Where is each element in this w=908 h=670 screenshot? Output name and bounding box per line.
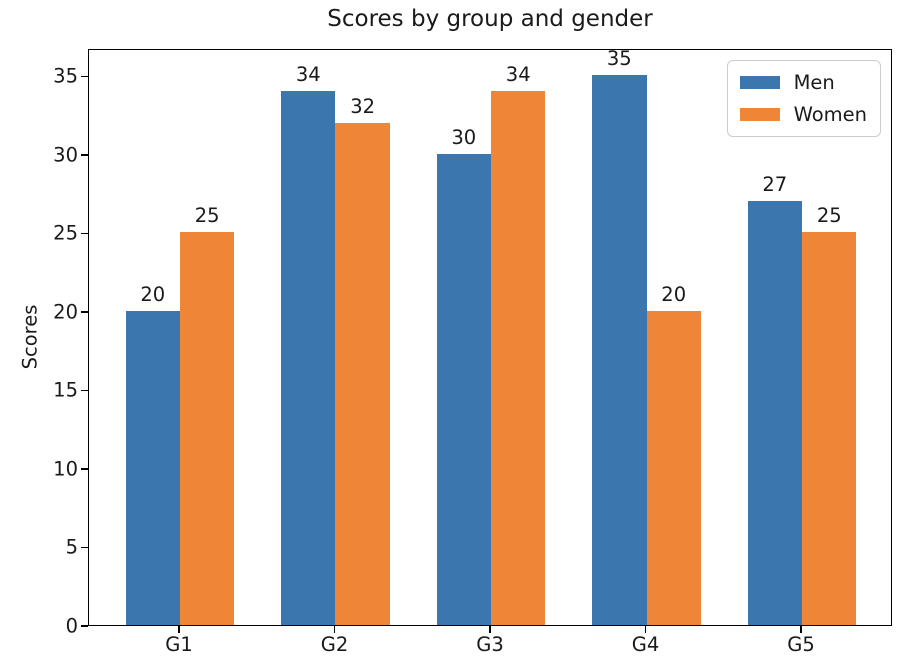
y-tick-label: 0 (65, 614, 78, 638)
bar-men-g3 (436, 153, 491, 625)
bar-value-label-women-g3: 34 (505, 63, 531, 87)
y-tick-label: 20 (53, 300, 78, 324)
x-tick-mark (489, 626, 491, 633)
legend-label-women: Women (793, 103, 867, 126)
legend: Men Women (726, 60, 881, 137)
bar-value-label-men-g2: 34 (295, 63, 321, 87)
bar-men-g5 (747, 201, 803, 625)
plot-area: Men Women 20 25 34 32 30 34 35 20 27 25 (88, 47, 892, 626)
bar-women-g4 (646, 311, 701, 625)
y-tick-mark (81, 625, 88, 627)
x-tick-label-g5: G5 (787, 633, 815, 656)
y-tick-mark (81, 389, 88, 392)
x-tick-mark (333, 626, 336, 633)
bar-value-label-women-g2: 32 (350, 94, 376, 118)
y-tick-label: 10 (53, 457, 78, 481)
x-tick-label-g1: G1 (165, 633, 193, 656)
bar-value-label-men-g5: 27 (762, 173, 788, 197)
legend-item-women: Women (739, 103, 867, 126)
y-tick-label: 5 (65, 535, 78, 559)
bar-value-label-men-g1: 20 (140, 283, 166, 306)
legend-label-men: Men (793, 71, 835, 94)
legend-swatch-women (739, 107, 780, 122)
x-tick-mark (178, 626, 180, 633)
y-tick-mark (81, 546, 88, 549)
bar-value-label-women-g5: 25 (816, 204, 842, 228)
y-tick-label: 30 (53, 143, 78, 167)
y-tick-mark (81, 232, 88, 235)
bar-women-g5 (802, 232, 857, 625)
y-tick-label: 35 (53, 64, 78, 88)
x-tick-mark (800, 626, 802, 633)
x-tick-label-g2: G2 (320, 633, 349, 656)
bar-men-g1 (125, 311, 180, 625)
bar-value-label-men-g3: 30 (451, 125, 477, 149)
bar-value-label-men-g4: 35 (606, 47, 632, 71)
bar-value-label-women-g1: 25 (194, 204, 220, 228)
legend-item-men: Men (739, 71, 867, 94)
x-tick-mark (644, 626, 647, 633)
y-tick-label: 25 (53, 221, 78, 245)
bar-women-g2 (335, 122, 390, 625)
y-tick-mark (81, 468, 88, 470)
legend-swatch-men (739, 75, 780, 90)
bar-men-g2 (281, 91, 336, 625)
bar-women-g1 (179, 232, 235, 625)
y-tick-mark (81, 75, 88, 78)
y-tick-mark (81, 154, 88, 156)
chart-title: Scores by group and gender (327, 6, 653, 32)
x-tick-label-g4: G4 (631, 633, 660, 656)
x-tick-label-g3: G3 (476, 633, 504, 656)
y-tick-label: 15 (53, 378, 78, 402)
bar-value-label-women-g4: 20 (661, 283, 687, 306)
y-tick-mark (81, 311, 88, 313)
bar-men-g4 (592, 75, 647, 625)
bar-women-g3 (491, 91, 546, 625)
